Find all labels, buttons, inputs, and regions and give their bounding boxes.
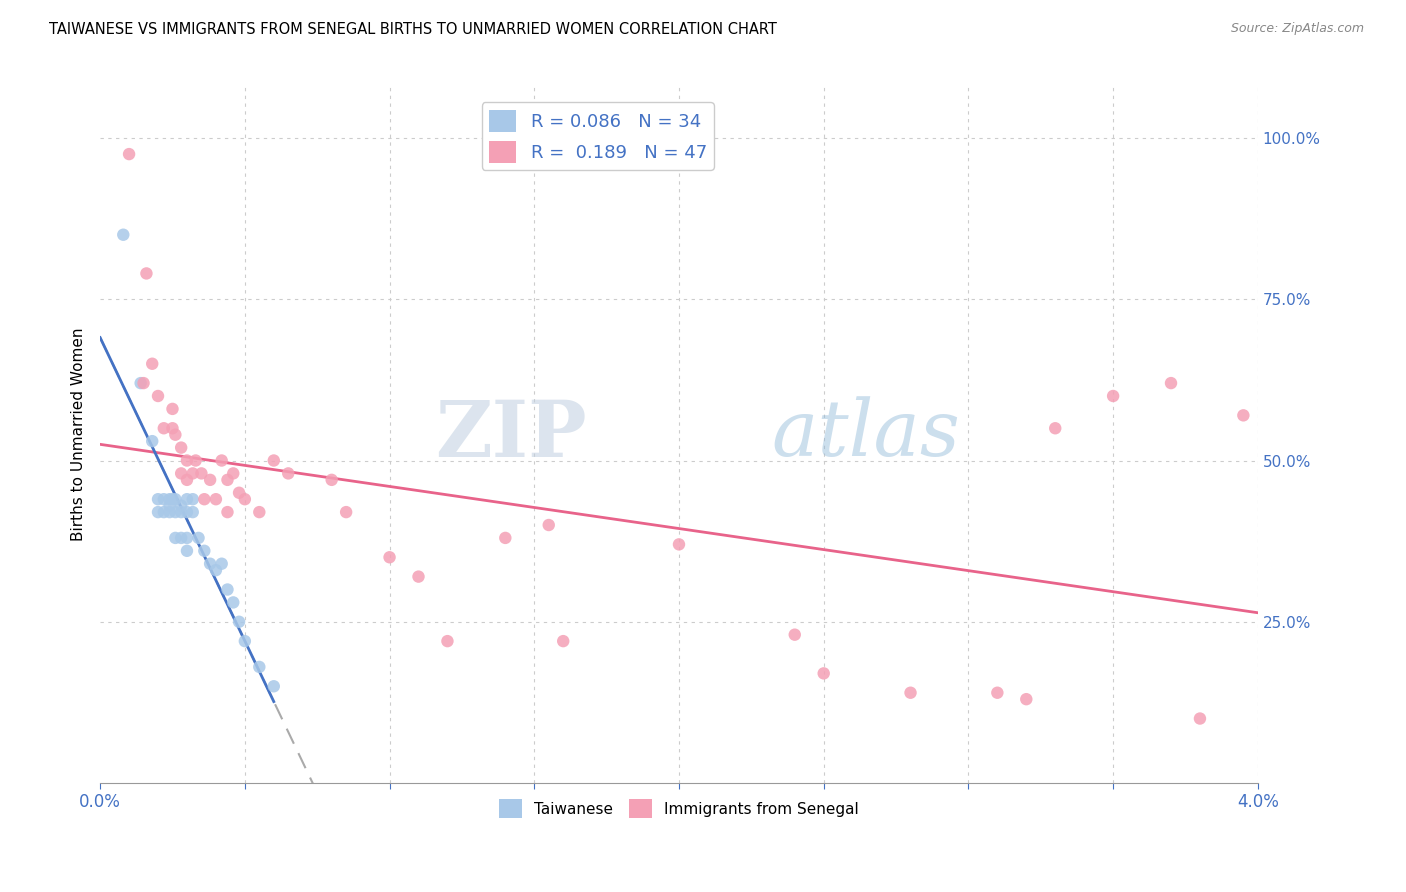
Point: [1102, 389, 1125, 403]
Text: TAIWANESE VS IMMIGRANTS FROM SENEGAL BIRTHS TO UNMARRIED WOMEN CORRELATION CHART: TAIWANESE VS IMMIGRANTS FROM SENEGAL BIR…: [49, 22, 778, 37]
Point: [146, 492, 169, 507]
Y-axis label: Births to Unmarried Women: Births to Unmarried Women: [72, 328, 86, 541]
Point: [153, 492, 176, 507]
Point: [165, 505, 187, 519]
Point: [1232, 409, 1254, 423]
Point: [277, 467, 299, 481]
Text: ZIP: ZIP: [434, 397, 586, 473]
Point: [217, 582, 239, 597]
Point: [176, 473, 198, 487]
Point: [205, 492, 228, 507]
Point: [494, 531, 516, 545]
Point: [165, 427, 187, 442]
Point: [146, 389, 169, 403]
Point: [181, 492, 204, 507]
Point: [170, 531, 193, 545]
Point: [193, 492, 215, 507]
Point: [162, 401, 184, 416]
Point: [159, 492, 181, 507]
Point: [1015, 692, 1038, 706]
Point: [217, 505, 239, 519]
Point: [162, 421, 184, 435]
Point: [233, 492, 256, 507]
Point: [813, 666, 835, 681]
Point: [222, 595, 245, 609]
Point: [783, 628, 806, 642]
Point: [1160, 376, 1182, 390]
Point: [176, 544, 198, 558]
Point: [170, 441, 193, 455]
Point: [141, 357, 163, 371]
Point: [129, 376, 152, 390]
Point: [263, 453, 285, 467]
Point: [146, 505, 169, 519]
Text: Source: ZipAtlas.com: Source: ZipAtlas.com: [1230, 22, 1364, 36]
Point: [986, 686, 1008, 700]
Point: [159, 499, 181, 513]
Point: [193, 544, 215, 558]
Point: [900, 686, 922, 700]
Point: [217, 473, 239, 487]
Point: [187, 531, 209, 545]
Point: [436, 634, 458, 648]
Point: [153, 421, 176, 435]
Point: [378, 550, 401, 565]
Point: [184, 453, 207, 467]
Point: [553, 634, 575, 648]
Point: [228, 485, 250, 500]
Point: [135, 267, 157, 281]
Point: [190, 467, 212, 481]
Point: [170, 467, 193, 481]
Point: [170, 505, 193, 519]
Point: [263, 679, 285, 693]
Point: [408, 569, 430, 583]
Point: [176, 505, 198, 519]
Point: [668, 537, 690, 551]
Point: [162, 492, 184, 507]
Point: [247, 505, 270, 519]
Point: [153, 505, 176, 519]
Point: [198, 473, 221, 487]
Point: [112, 227, 135, 242]
Point: [247, 660, 270, 674]
Point: [335, 505, 357, 519]
Point: [198, 557, 221, 571]
Legend: Taiwanese, Immigrants from Senegal: Taiwanese, Immigrants from Senegal: [494, 793, 865, 824]
Point: [321, 473, 343, 487]
Point: [211, 453, 233, 467]
Point: [176, 453, 198, 467]
Point: [176, 531, 198, 545]
Text: atlas: atlas: [772, 397, 960, 473]
Point: [228, 615, 250, 629]
Point: [176, 492, 198, 507]
Point: [222, 467, 245, 481]
Point: [165, 492, 187, 507]
Point: [181, 467, 204, 481]
Point: [233, 634, 256, 648]
Point: [1045, 421, 1067, 435]
Point: [211, 557, 233, 571]
Point: [1188, 712, 1211, 726]
Point: [205, 563, 228, 577]
Point: [537, 518, 560, 533]
Point: [165, 531, 187, 545]
Point: [132, 376, 155, 390]
Point: [118, 147, 141, 161]
Point: [181, 505, 204, 519]
Point: [141, 434, 163, 449]
Point: [159, 505, 181, 519]
Point: [170, 499, 193, 513]
